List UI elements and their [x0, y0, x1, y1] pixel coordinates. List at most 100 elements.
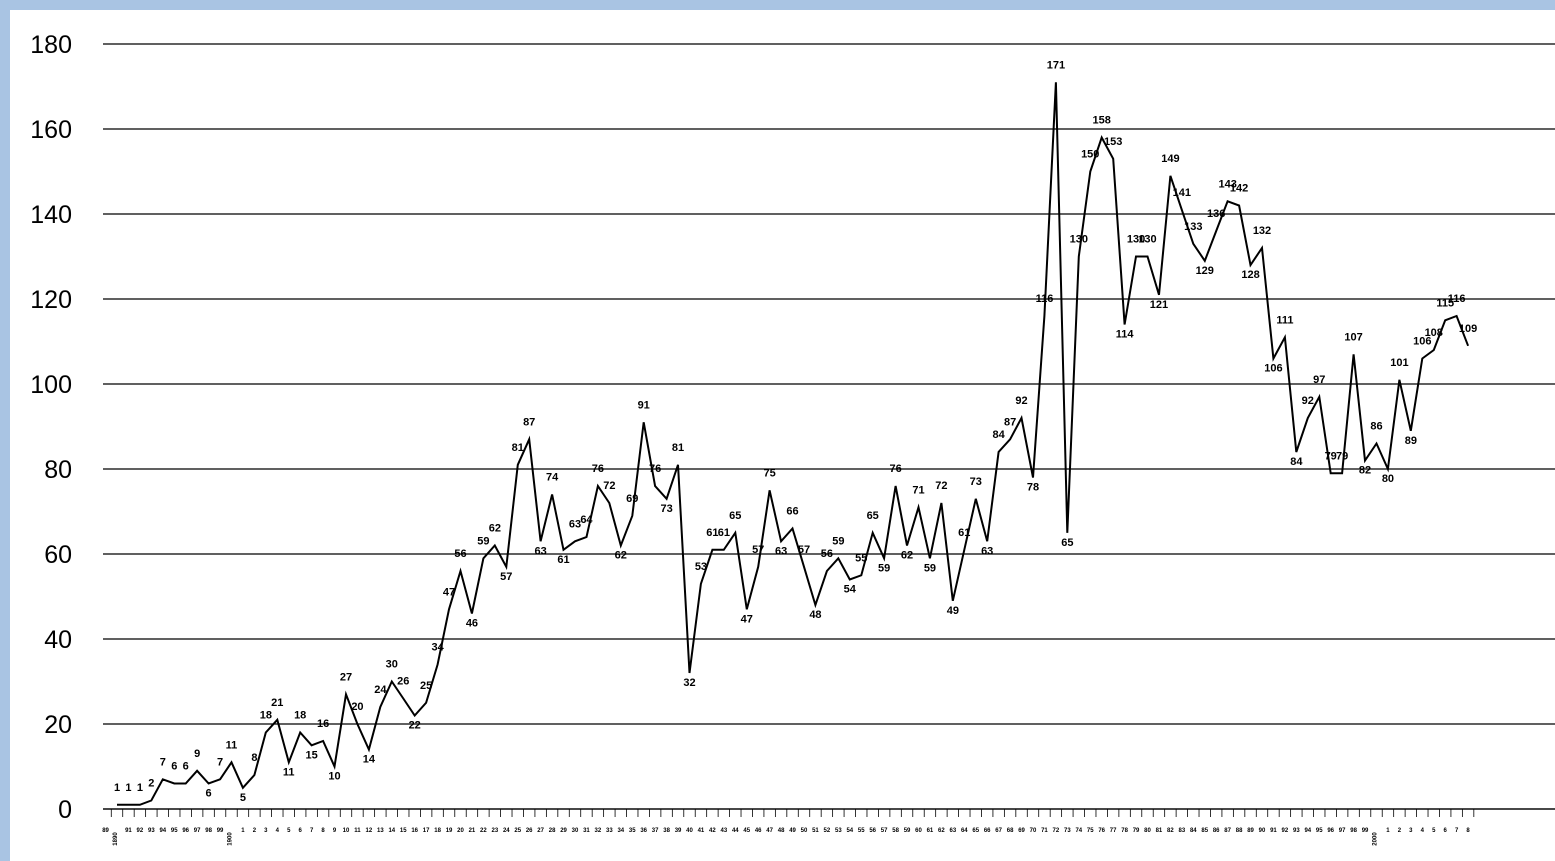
data-label: 72 [603, 480, 615, 492]
data-label: 59 [924, 562, 936, 574]
y-tick-label-40: 40 [44, 626, 72, 654]
data-label: 72 [935, 480, 947, 492]
x-tick-label: 48 [778, 828, 785, 834]
data-label: 59 [832, 535, 844, 547]
data-label: 62 [489, 523, 501, 535]
x-tick-label: 87 [1224, 828, 1231, 834]
x-tick-label: 25 [514, 828, 521, 834]
data-label: 65 [729, 510, 741, 522]
data-label: 62 [615, 550, 627, 562]
data-label: 149 [1161, 153, 1179, 165]
x-tick-label: 17 [423, 828, 430, 834]
data-label: 6 [206, 788, 212, 800]
x-tick-label: 56 [869, 828, 876, 834]
data-label: 130 [1070, 234, 1088, 246]
data-label: 61 [718, 527, 730, 539]
x-tick-label: 13 [377, 828, 384, 834]
data-label: 107 [1344, 331, 1362, 343]
x-tick-label: 41 [698, 828, 705, 834]
data-label: 92 [1302, 395, 1314, 407]
data-label: 63 [569, 518, 581, 530]
x-tick-label: 1 [241, 828, 245, 834]
x-tick-label: 49 [789, 828, 796, 834]
data-label: 64 [580, 514, 593, 526]
x-tick-label: 93 [148, 828, 155, 834]
x-tick-label: 18 [434, 828, 441, 834]
x-tick-label: 72 [1053, 828, 1060, 834]
x-tick-label: 65 [972, 828, 979, 834]
data-label: 80 [1382, 473, 1394, 485]
x-tick-label: 62 [938, 828, 945, 834]
y-tick-label-120: 120 [30, 286, 72, 314]
data-label: 18 [260, 710, 272, 722]
x-tick-label: 81 [1156, 828, 1163, 834]
x-tick-label: 42 [709, 828, 716, 834]
x-tick-label: 73 [1064, 828, 1071, 834]
data-label: 133 [1184, 221, 1202, 233]
data-label: 89 [1405, 435, 1417, 447]
data-label: 2 [148, 778, 154, 790]
data-label: 57 [752, 544, 764, 556]
data-label: 101 [1390, 357, 1408, 369]
x-tick-label: 92 [137, 828, 144, 834]
x-tick-label: 24 [503, 828, 510, 834]
x-tick-label: 67 [995, 828, 1002, 834]
x-tick-label: 46 [755, 828, 762, 834]
data-label: 18 [294, 710, 306, 722]
x-tick-label: 61 [927, 828, 934, 834]
y-tick-label-180: 180 [30, 31, 72, 59]
data-label: 20 [351, 701, 363, 713]
x-tick-label: 26 [526, 828, 533, 834]
x-tick-label: 80 [1144, 828, 1151, 834]
x-tick-label: 89 [1247, 828, 1254, 834]
data-label: 75 [764, 467, 776, 479]
data-label: 87 [523, 416, 535, 428]
x-tick-label: 98 [1350, 828, 1357, 834]
data-label: 69 [626, 493, 638, 505]
x-tick-label: 88 [1236, 828, 1243, 834]
x-tick-label: 5 [287, 828, 291, 834]
data-label: 63 [981, 545, 993, 557]
data-label: 158 [1093, 115, 1111, 127]
x-tick-label: 58 [892, 828, 899, 834]
x-tick-label: 3 [1409, 828, 1413, 834]
y-tick-label-100: 100 [30, 371, 72, 399]
x-tick-label: 76 [1098, 828, 1105, 834]
x-tick-label: 6 [1444, 828, 1448, 834]
data-label: 55 [855, 552, 867, 564]
x-tick-label: 8 [1466, 828, 1470, 834]
data-label: 5 [240, 792, 246, 804]
x-tick-label: 53 [835, 828, 842, 834]
x-tick-label: 34 [617, 828, 624, 834]
data-label: 136 [1207, 208, 1225, 220]
data-label: 65 [1061, 537, 1073, 549]
x-tick-label: 32 [595, 828, 602, 834]
x-tick-label: 47 [766, 828, 773, 834]
x-tick-label: 16 [411, 828, 418, 834]
x-tick-label: 9 [333, 828, 337, 834]
data-label: 128 [1241, 269, 1259, 281]
data-label: 9 [194, 748, 200, 760]
x-tick-label: 4 [1421, 828, 1425, 834]
data-label: 129 [1196, 265, 1214, 277]
y-tick-label-20: 20 [44, 711, 72, 739]
x-tick-label: 14 [388, 828, 395, 834]
x-tick-label: 40 [686, 828, 693, 834]
data-label: 141 [1173, 187, 1191, 199]
data-label: 65 [867, 510, 879, 522]
x-tick-label: 12 [366, 828, 373, 834]
data-label: 132 [1253, 225, 1271, 237]
data-label: 27 [340, 671, 352, 683]
data-label: 14 [363, 754, 376, 766]
x-tick-label: 92 [1282, 828, 1289, 834]
x-tick-label: 68 [1007, 828, 1014, 834]
data-label: 63 [535, 545, 547, 557]
data-label: 61 [706, 527, 718, 539]
x-tick-label: 91 [1270, 828, 1277, 834]
data-label: 76 [592, 463, 604, 475]
data-label: 153 [1104, 136, 1122, 148]
data-label: 91 [638, 399, 650, 411]
x-tick-label: 15 [400, 828, 407, 834]
x-tick-label: 91 [125, 828, 132, 834]
x-tick-label: 30 [572, 828, 579, 834]
